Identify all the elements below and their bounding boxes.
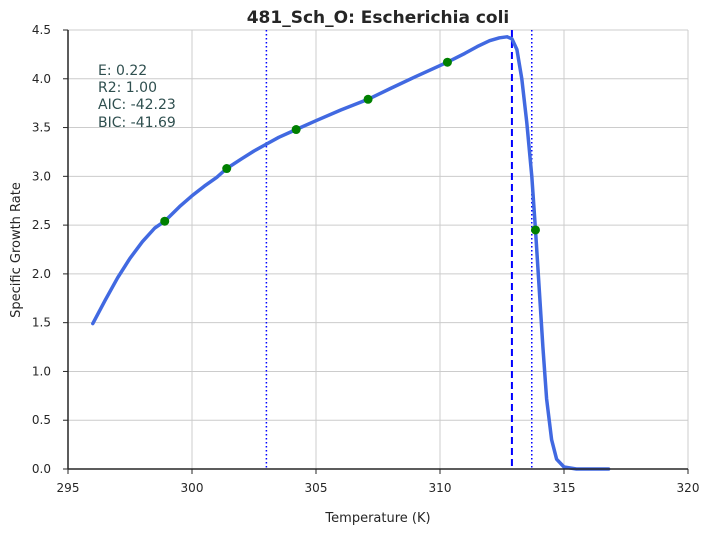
y-tick-label: 1.0 <box>32 364 51 378</box>
grid <box>68 29 689 469</box>
x-tick-label: 315 <box>553 481 576 495</box>
series <box>91 35 611 471</box>
data-point <box>363 94 373 104</box>
x-axis-label: Temperature (K) <box>324 511 430 526</box>
data-point <box>442 57 452 67</box>
axes <box>67 30 688 470</box>
x-tick-label: 295 <box>57 481 80 495</box>
y-tick-label: 4.0 <box>32 72 51 86</box>
x-tick-label: 305 <box>305 481 328 495</box>
fit-curve <box>91 35 611 471</box>
y-tick-label: 2.5 <box>32 218 51 232</box>
y-tick-label: 0.0 <box>32 462 51 476</box>
stat-e: E: 0.22 <box>98 63 147 79</box>
stat-r2: R2: 1.00 <box>98 80 157 96</box>
data-point <box>222 164 232 174</box>
y-tick-label: 3.0 <box>32 169 51 183</box>
data-point <box>291 125 301 135</box>
y-tick-label: 2.0 <box>32 267 51 281</box>
x-tick-label: 300 <box>181 481 204 495</box>
y-tick-label: 4.5 <box>32 23 51 37</box>
stat-aic: AIC: -42.23 <box>98 97 176 113</box>
x-ticks: 295 300 305 310 315 320 <box>57 469 700 495</box>
y-ticks: 0.0 0.5 1.0 1.5 2.0 2.5 3.0 3.5 4.0 4.5 <box>32 23 68 476</box>
reference-lines <box>265 30 533 469</box>
y-tick-label: 0.5 <box>32 413 51 427</box>
data-points <box>160 57 540 235</box>
x-tick-label: 320 <box>677 481 700 495</box>
data-point <box>160 216 170 226</box>
fit-statistics: E: 0.22 R2: 1.00 AIC: -42.23 BIC: -41.69 <box>98 63 176 131</box>
y-tick-label: 1.5 <box>32 316 51 330</box>
chart-title: 481_Sch_O: Escherichia coli <box>247 8 510 28</box>
y-axis-label: Specific Growth Rate <box>9 182 24 318</box>
data-point <box>530 225 540 235</box>
x-tick-label: 310 <box>429 481 452 495</box>
stat-bic: BIC: -41.69 <box>98 115 176 131</box>
y-tick-label: 3.5 <box>32 121 51 135</box>
